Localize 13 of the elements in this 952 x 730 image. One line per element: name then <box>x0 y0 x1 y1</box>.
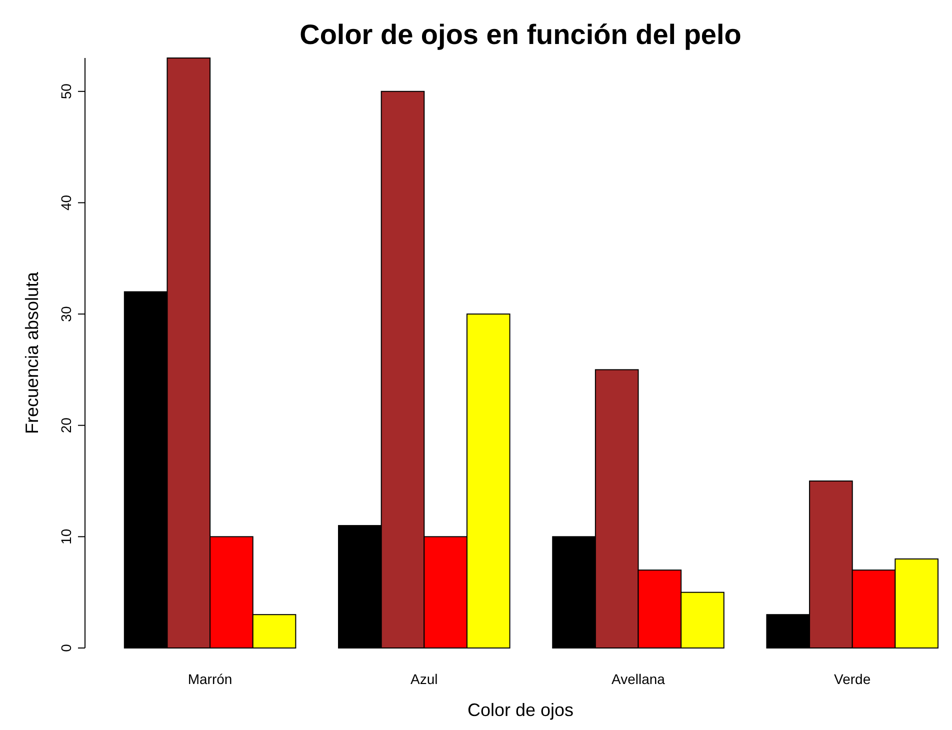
x-tick-label: Azul <box>410 671 438 687</box>
x-axis-title: Color de ojos <box>467 700 574 720</box>
y-tick-label: 30 <box>58 306 74 322</box>
x-tick-label: Avellana <box>612 671 666 687</box>
y-tick-label: 10 <box>58 528 74 544</box>
y-tick-label: 50 <box>58 83 74 100</box>
y-axis-title: Frecuencia absoluta <box>22 270 42 434</box>
y-tick-label: 0 <box>58 644 74 652</box>
y-tick-label: 20 <box>58 417 74 434</box>
y-tick-label: 40 <box>58 194 74 211</box>
x-tick-label: Verde <box>834 671 871 687</box>
chart-title: Color de ojos en función del pelo <box>300 19 742 50</box>
x-tick-label: Marrón <box>188 671 232 687</box>
